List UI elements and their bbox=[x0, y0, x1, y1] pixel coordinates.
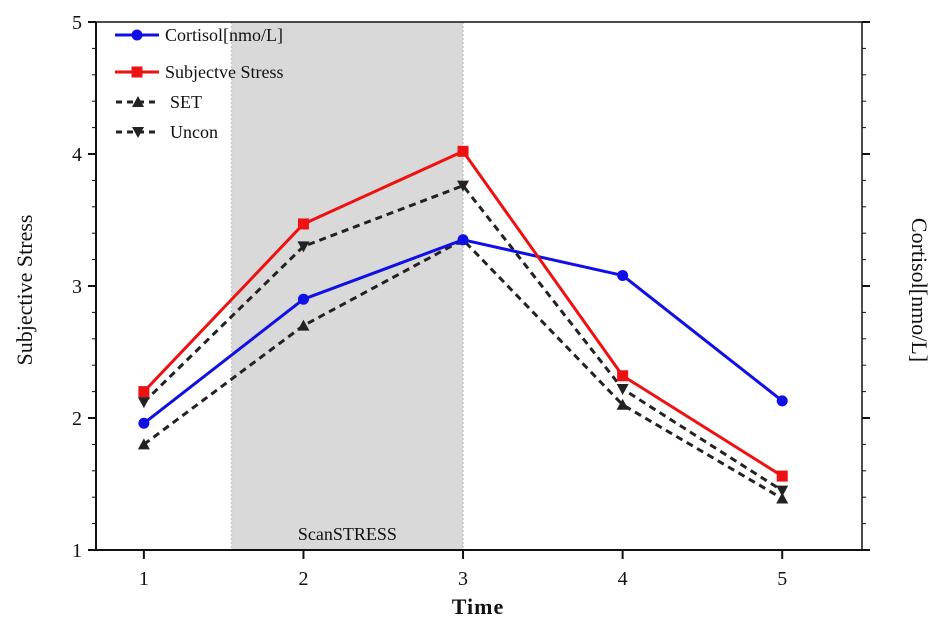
legend-label: Subjectve Stress bbox=[165, 62, 284, 82]
data-point-circle bbox=[457, 234, 469, 246]
data-point-triangle-up bbox=[137, 438, 150, 450]
data-point-square bbox=[457, 145, 469, 157]
band-label: ScanSTRESS bbox=[298, 524, 397, 544]
data-point-square bbox=[776, 470, 788, 482]
legend-label: SET bbox=[170, 92, 202, 112]
data-point-triangle-up bbox=[616, 398, 629, 410]
data-point-circle bbox=[138, 417, 150, 429]
data-point-triangle-down bbox=[616, 383, 629, 395]
x-tick-label: 4 bbox=[618, 568, 628, 590]
y-tick-label: 2 bbox=[72, 408, 82, 430]
data-point-triangle-down bbox=[457, 180, 470, 192]
legend-marker-triangle-up bbox=[132, 96, 144, 107]
series-line-triangle-up bbox=[142, 238, 783, 500]
data-point-triangle-down bbox=[297, 241, 310, 253]
scanstress-band bbox=[231, 22, 464, 550]
data-point-square bbox=[297, 218, 309, 230]
legend-label: Cortisol[nmo/L] bbox=[165, 25, 283, 45]
y-axis-title-left: Subjective Stress bbox=[12, 215, 37, 366]
x-axis-title: Time bbox=[452, 594, 504, 619]
legend: Cortisol[nmo/L] Subjectve Stress SET Uncon bbox=[115, 25, 284, 142]
x-tick-label: 2 bbox=[298, 568, 308, 590]
y-tick-label: 4 bbox=[72, 144, 82, 166]
data-point-triangle-up bbox=[297, 319, 310, 331]
y-tick-label: 1 bbox=[72, 540, 82, 562]
data-point-square bbox=[138, 386, 150, 398]
data-point-circle bbox=[617, 269, 629, 281]
shaded-region-layer: ScanSTRESS bbox=[231, 22, 464, 550]
data-point-circle bbox=[297, 293, 309, 305]
data-point-triangle-up bbox=[776, 492, 789, 504]
y-tick-label: 5 bbox=[72, 12, 82, 34]
x-tick-label: 5 bbox=[777, 568, 787, 590]
legend-marker-triangle-down bbox=[132, 127, 144, 138]
y-axis-title-right: Cortisol[nmo/L] bbox=[907, 218, 931, 362]
data-point-circle bbox=[776, 395, 788, 407]
series-line-triangle-down bbox=[142, 184, 784, 492]
legend-marker-square bbox=[131, 66, 143, 78]
legend-marker-circle bbox=[131, 29, 143, 41]
y-tick-label: 3 bbox=[72, 276, 82, 298]
data-point-square bbox=[617, 370, 629, 382]
data-point-triangle-down bbox=[137, 397, 150, 409]
legend-label: Uncon bbox=[170, 122, 218, 142]
series-layer bbox=[137, 145, 789, 504]
x-tick-label: 1 bbox=[139, 568, 149, 590]
x-tick-label: 3 bbox=[458, 568, 468, 590]
data-point-triangle-down bbox=[776, 485, 789, 497]
axes: 1 2 3 4 5 1 2 3 4 5 bbox=[72, 12, 870, 590]
